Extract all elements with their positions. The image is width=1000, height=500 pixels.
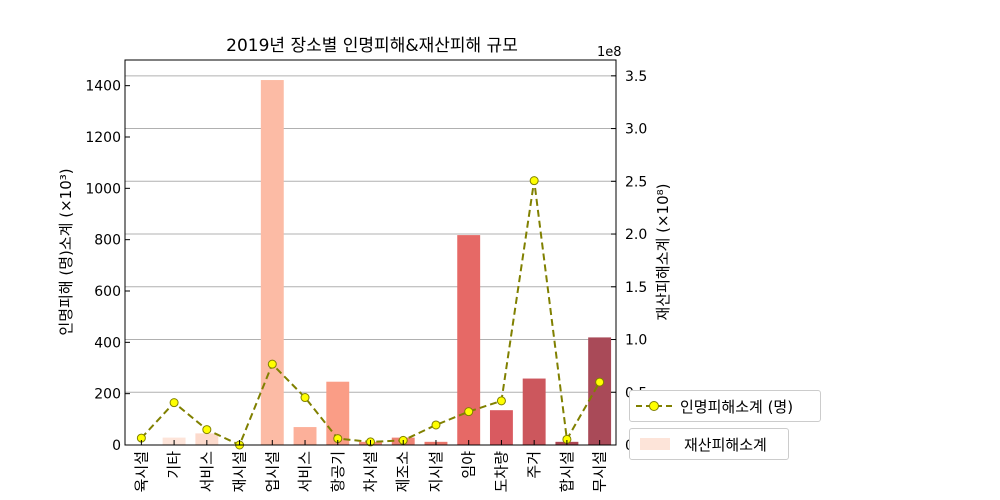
right-tick-label: 3.0	[625, 122, 647, 138]
x-tick-label: 차시설	[362, 451, 380, 492]
right-tick-label: 3.5	[625, 69, 647, 85]
line-point-임야	[464, 407, 474, 417]
x-tick-label: 무시설	[591, 451, 609, 492]
legend-bar-swatch	[640, 438, 670, 450]
right-tick-label: 2.0	[625, 227, 647, 243]
bar-series	[162, 80, 612, 445]
bar-선박·도로·차량	[489, 410, 513, 445]
left-tick-label: 1400	[85, 79, 121, 95]
left-tick-label: 800	[94, 233, 121, 249]
right-tick-label: 1.0	[625, 333, 647, 349]
legend-line-swatch	[636, 399, 672, 413]
x-tick-label: 서비스	[296, 451, 314, 493]
bar-생활서비스	[195, 433, 219, 445]
x-tick-label: 육시설	[132, 451, 150, 492]
x-tick-label: 업시설	[263, 451, 281, 492]
bar-산업시설	[260, 80, 284, 445]
x-tick-label: 기타	[165, 451, 183, 479]
x-tick-label: 주거	[525, 451, 543, 479]
grid-lines	[125, 75, 616, 446]
left-tick-label: 0	[112, 438, 121, 454]
x-tick-label: 지시설	[427, 451, 445, 492]
left-tick-label: 600	[94, 284, 121, 300]
line-point-판매·업무·저장시설	[431, 420, 441, 430]
line-point-업무시설	[595, 377, 605, 387]
line-point-주거	[529, 176, 539, 186]
x-axis: 육시설 기타 서비스 재시설 업시설 서비스 항공기 차시설 제조소 지시설 임야 도차량 주거 합시설 무…	[132, 440, 609, 493]
x-tick-label: 항공기	[329, 451, 347, 492]
left-y-axis: 0 200 400 600 800 1000 1200 1400	[85, 79, 130, 454]
left-tick-label: 1000	[85, 181, 121, 197]
legend-bar-label: 재산피해소계	[684, 435, 767, 454]
x-tick-label: 도차량	[492, 451, 510, 493]
legend-line-entry: 인명피해소계 (명)	[629, 390, 821, 422]
x-tick-label: 서비스	[198, 451, 216, 493]
x-tick-label: 제조소	[394, 451, 412, 493]
line-point-기타	[169, 398, 179, 408]
right-tick-label: 2.5	[625, 174, 647, 190]
left-tick-label: 200	[94, 387, 121, 403]
chart-title: 2019년 장소별 인명피해&재산피해 규모	[226, 36, 518, 56]
line-point-선박·도로·차량	[496, 396, 506, 406]
right-axis-offset-text: 1e8	[597, 45, 622, 60]
x-tick-label: 임야	[460, 451, 478, 479]
line-point-산업시설	[267, 359, 277, 369]
line-point-의료·복지서비스	[300, 393, 310, 403]
right-axis-label: 재산피해소계 (×10⁸)	[654, 184, 672, 321]
bar-의료·복지서비스	[293, 427, 317, 445]
left-tick-label: 400	[94, 335, 121, 351]
right-tick-label: 1.5	[625, 280, 647, 296]
left-axis-label: 인명피해 (명)소계 (×10³)	[57, 168, 75, 335]
bar-업무시설	[588, 337, 612, 445]
bar-임야	[457, 235, 481, 445]
bar-운송·항공기	[326, 381, 350, 445]
line-point-생활서비스	[202, 425, 212, 435]
x-tick-label: 재시설	[231, 451, 249, 492]
x-tick-label: 합시설	[558, 451, 576, 492]
left-tick-label: 1200	[85, 130, 121, 146]
legend-line-label: 인명피해소계 (명)	[680, 397, 794, 416]
bar-주거	[522, 378, 546, 445]
legend-bar-entry: 재산피해소계	[629, 428, 789, 460]
